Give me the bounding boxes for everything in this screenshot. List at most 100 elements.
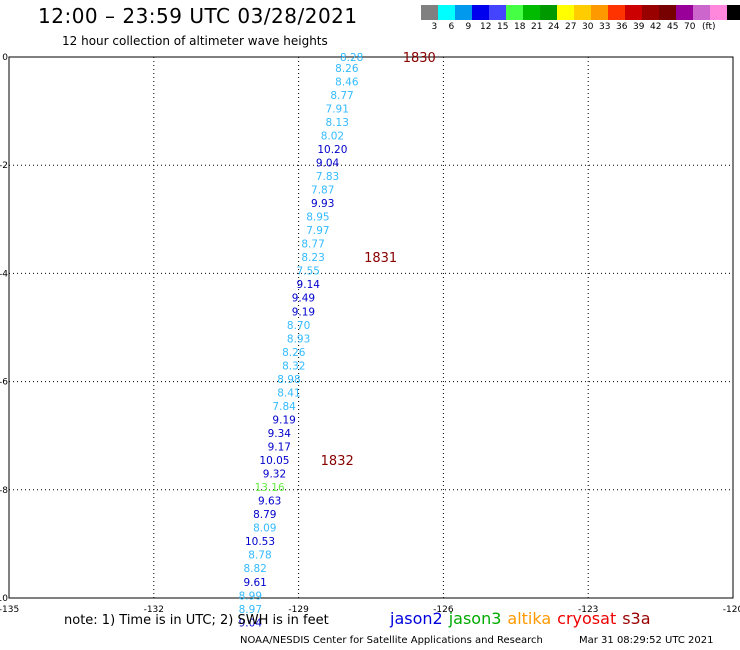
legend-label: 36 (616, 22, 628, 32)
legend-label: 70 (684, 22, 696, 32)
wave-height-value: 8.26 (335, 63, 359, 75)
wave-height-value: 8.41 (277, 387, 300, 399)
satellite-jason2: jason2 (390, 609, 443, 628)
latitude-tick-label: 0 (2, 53, 8, 63)
footer-note: note: 1) Time is in UTC; 2) SWH is in fe… (64, 613, 329, 628)
wave-height-value: 9.19 (292, 306, 315, 318)
wave-height-value: 10.53 (245, 536, 275, 548)
wave-height-value: 8.02 (321, 130, 344, 142)
wave-height-value: 9.14 (297, 279, 321, 291)
map-frame (8, 56, 734, 599)
legend-label: 15 (497, 22, 509, 32)
legend-label: 18 (514, 22, 526, 32)
longitude-tick-label: -132 (144, 605, 164, 615)
satellite-legend: jason2 jason3 altika cryosat s3a (390, 609, 657, 628)
legend-swatch (693, 5, 710, 20)
legend-swatch (506, 5, 523, 20)
legend-swatch (455, 5, 472, 20)
wave-height-value: 7.91 (326, 103, 349, 115)
legend-labels: 3 6 9 12 15 18 21 24 27 30 33 36 39 42 45 70 (ft) (421, 20, 740, 32)
legend-label: 30 (582, 22, 594, 32)
wave-height-value: 8.77 (330, 90, 353, 102)
legend-label: 9 (465, 22, 472, 32)
legend-swatches (421, 5, 740, 20)
wave-height-value: 8.26 (282, 347, 306, 359)
legend-swatch (523, 5, 540, 20)
wave-height-value: 13.16 (255, 482, 285, 494)
wave-height-value: 9.49 (292, 293, 315, 305)
page-subtitle: 12 hour collection of altimeter wave hei… (62, 34, 328, 48)
longitude-tick-label: -123 (578, 605, 598, 615)
wave-height-value: 7.87 (311, 185, 334, 197)
legend-swatch (710, 5, 727, 20)
latitude-tick-label: -2 (0, 161, 8, 171)
time-label: 1830 (403, 51, 436, 66)
generated-timestamp: Mar 31 08:29:52 UTC 2021 (579, 635, 714, 646)
wave-height-value: 8.46 (335, 76, 359, 88)
wave-height-value: 8.79 (253, 509, 276, 521)
legend-label: 33 (599, 22, 611, 32)
satellite-s3a: s3a (622, 609, 651, 628)
legend-label: 24 (548, 22, 560, 32)
legend-label: 39 (633, 22, 645, 32)
wave-height-value: 8.98 (277, 374, 300, 386)
wave-height-value: 9.04 (239, 617, 263, 629)
legend-swatch (676, 5, 693, 20)
legend-swatch (727, 5, 740, 20)
legend-label: 45 (667, 22, 679, 32)
legend-label: 27 (565, 22, 577, 32)
longitude-tick-label: -120 (723, 605, 740, 615)
legend-label: 3 (431, 22, 438, 32)
wave-height-value: 7.84 (272, 401, 296, 413)
legend-swatch (642, 5, 659, 20)
wave-height-value: 8.28 (340, 52, 363, 64)
legend-label: 42 (650, 22, 662, 32)
legend-label: (ft) (702, 22, 716, 32)
credit-text: NOAA/NESDIS Center for Satellite Applica… (240, 635, 543, 646)
legend-swatch (574, 5, 591, 20)
wave-height-value: 8.78 (248, 550, 271, 562)
latitude-tick-label: -6 (0, 378, 8, 388)
wave-height-value: 10.05 (259, 455, 289, 467)
wave-height-value: 9.17 (268, 442, 291, 454)
legend-label: 6 (448, 22, 455, 32)
longitude-tick-label: -129 (288, 605, 309, 615)
wave-height-value: 8.23 (301, 252, 324, 264)
longitude-tick-label: -126 (433, 605, 454, 615)
legend-swatch (540, 5, 557, 20)
wave-height-value: 8.97 (239, 604, 262, 616)
wave-height-value: 7.83 (316, 171, 339, 183)
wave-height-value: 8.77 (301, 239, 324, 251)
time-label: 1831 (364, 251, 397, 266)
satellite-jason3: jason3 (448, 609, 502, 628)
wave-height-value: 9.34 (268, 428, 292, 440)
satellite-cryosat: cryosat (557, 609, 617, 628)
legend-swatch (608, 5, 625, 20)
wave-height-value: 9.19 (272, 414, 295, 426)
wave-height-value: 9.61 (243, 577, 266, 589)
wave-height-value: 9.63 (258, 496, 281, 508)
wave-height-value: 9.93 (311, 198, 334, 210)
page-title: 12:00 – 23:59 UTC 03/28/2021 (38, 4, 358, 28)
wave-height-value: 9.04 (316, 157, 340, 169)
legend-swatch (421, 5, 438, 20)
wave-height-value: 7.97 (306, 225, 329, 237)
legend-swatch (489, 5, 506, 20)
wave-height-value: 8.99 (239, 590, 262, 602)
wave-height-value: 8.13 (326, 117, 349, 129)
legend-swatch (472, 5, 489, 20)
wave-height-value: 8.09 (253, 523, 276, 535)
legend-swatch (438, 5, 455, 20)
time-label: 1832 (321, 454, 354, 469)
satellite-altika: altika (507, 609, 552, 628)
legend-swatch (625, 5, 642, 20)
legend-label: 21 (531, 22, 543, 32)
wave-height-value: 8.93 (287, 333, 310, 345)
latitude-tick-label: -4 (0, 269, 8, 279)
wave-height-value: 8.70 (287, 320, 310, 332)
legend-swatch (557, 5, 574, 20)
latitude-tick-label: -10 (0, 594, 8, 604)
wave-height-value: 8.32 (282, 360, 305, 372)
wave-height-value: 8.95 (306, 212, 329, 224)
